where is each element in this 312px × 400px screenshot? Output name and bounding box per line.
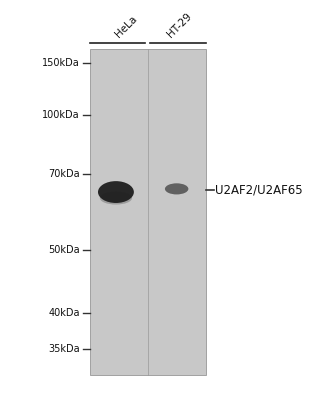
Text: U2AF2/U2AF65: U2AF2/U2AF65 [215, 184, 303, 196]
Text: 150kDa: 150kDa [42, 58, 80, 68]
Text: 35kDa: 35kDa [48, 344, 80, 354]
Text: HT-29: HT-29 [166, 11, 194, 39]
Ellipse shape [100, 192, 132, 204]
Text: HeLa: HeLa [113, 14, 139, 39]
Text: 70kDa: 70kDa [48, 169, 80, 179]
Text: 40kDa: 40kDa [49, 308, 80, 318]
Text: 100kDa: 100kDa [42, 110, 80, 120]
Text: 50kDa: 50kDa [48, 245, 80, 255]
Bar [90, 49, 206, 375]
Ellipse shape [165, 183, 188, 194]
Ellipse shape [98, 181, 134, 203]
